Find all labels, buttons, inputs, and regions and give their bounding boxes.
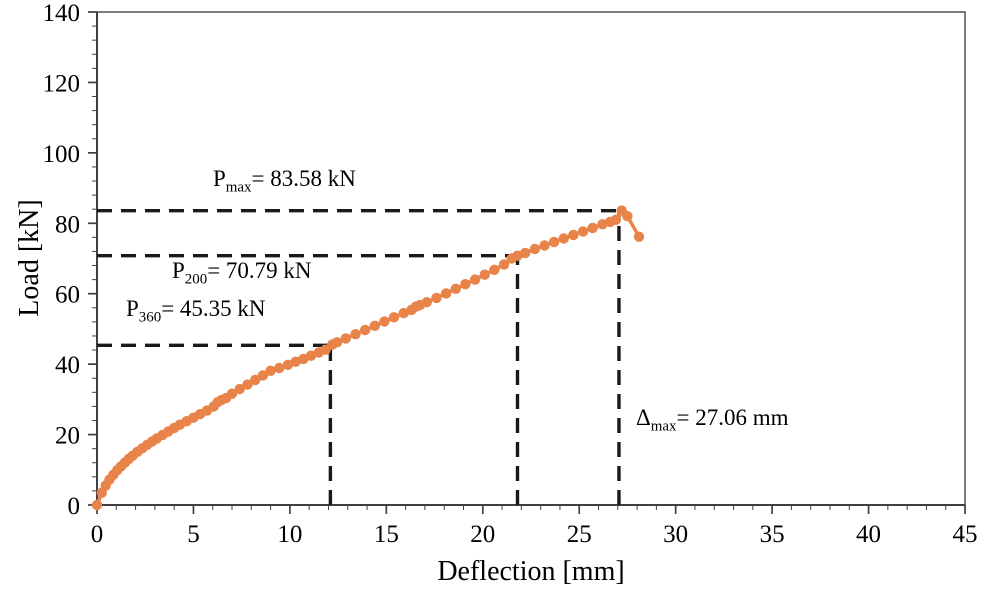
annotation-p360: P360= 45.35 kN xyxy=(126,296,266,327)
annotation-p200-symbol: P xyxy=(172,258,185,283)
y-axis-title: Load [kN] xyxy=(14,199,45,317)
annotation-delta-max-subscript: max xyxy=(650,418,677,435)
annotation-pmax-subscript: max xyxy=(225,179,252,196)
svg-text:40: 40 xyxy=(55,352,80,379)
svg-text:120: 120 xyxy=(43,70,81,97)
annotation-p360-subscript: 360 xyxy=(138,309,162,326)
guide-lines xyxy=(97,208,621,505)
svg-text:80: 80 xyxy=(55,211,80,238)
annotation-p200: P200= 70.79 kN xyxy=(172,258,312,289)
svg-text:20: 20 xyxy=(55,423,80,450)
svg-text:20: 20 xyxy=(470,521,495,548)
svg-text:0: 0 xyxy=(68,493,81,520)
annotation-p360-symbol: P xyxy=(126,296,139,321)
curve-markers xyxy=(91,205,645,511)
annotation-p360-value: = 45.35 kN xyxy=(161,296,266,321)
x-axis-ticks xyxy=(96,505,966,514)
x-axis-title: Deflection [mm] xyxy=(437,556,625,587)
svg-text:60: 60 xyxy=(55,282,80,309)
annotation-p200-subscript: 200 xyxy=(184,271,208,288)
svg-text:35: 35 xyxy=(760,521,785,548)
svg-text:10: 10 xyxy=(277,521,302,548)
svg-text:100: 100 xyxy=(43,141,81,168)
svg-text:25: 25 xyxy=(567,521,592,548)
annotation-pmax: Pmax= 83.58 kN xyxy=(213,166,356,197)
annotation-p200-value: = 70.79 kN xyxy=(207,258,312,283)
y-tick-labels: 0 20 40 60 80 100 120 140 xyxy=(43,0,81,520)
y-axis-ticks xyxy=(88,11,97,506)
annotation-delta-max-value: = 27.06 mm xyxy=(676,405,789,430)
annotation-pmax-symbol: P xyxy=(213,166,226,191)
annotation-delta-max-symbol: Δ xyxy=(636,405,651,430)
svg-text:0: 0 xyxy=(91,521,104,548)
svg-text:40: 40 xyxy=(856,521,881,548)
svg-text:45: 45 xyxy=(953,521,978,548)
x-tick-labels: 0 5 10 15 20 25 30 35 40 45 xyxy=(91,521,978,548)
svg-text:15: 15 xyxy=(374,521,399,548)
svg-text:5: 5 xyxy=(187,521,200,548)
svg-text:140: 140 xyxy=(43,0,81,27)
annotation-delta-max: Δmax= 27.06 mm xyxy=(636,405,789,436)
annotation-pmax-value: = 83.58 kN xyxy=(251,166,356,191)
svg-text:30: 30 xyxy=(663,521,688,548)
